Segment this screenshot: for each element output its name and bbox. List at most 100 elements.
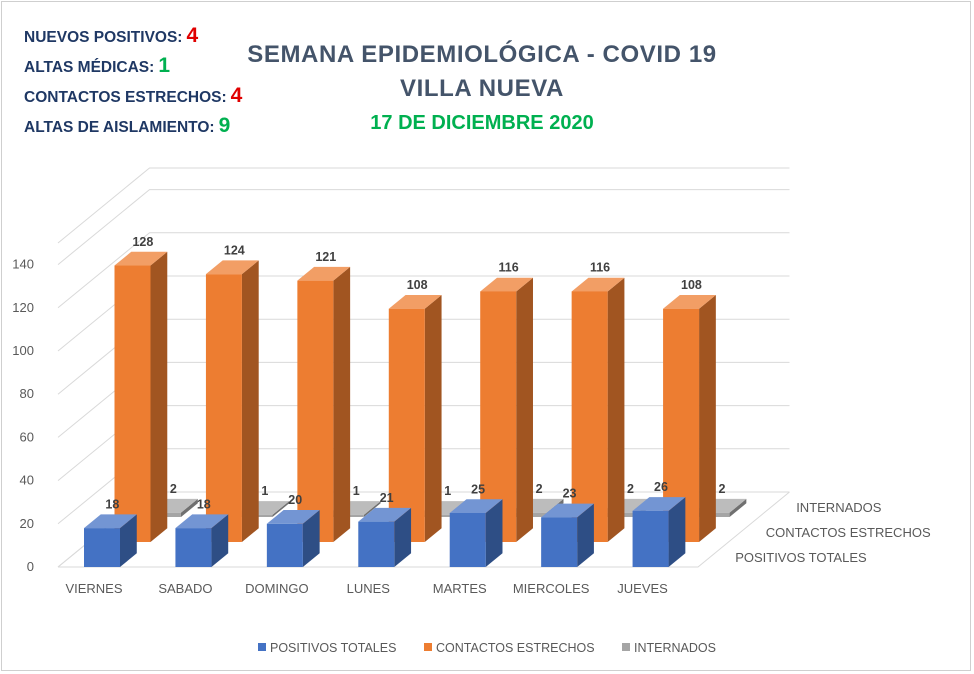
- bar-side: [333, 266, 351, 542]
- bar-side: [729, 498, 747, 517]
- bar-side: [577, 503, 594, 567]
- bar-side: [150, 251, 168, 542]
- stat-label: NUEVOS POSITIVOS:: [24, 29, 183, 46]
- stat-value: 4: [230, 84, 243, 107]
- y-axis-ticks: 0 20 40 60 80 100 120 140: [12, 257, 34, 574]
- data-label: 116: [590, 261, 610, 275]
- bar-front: [388, 308, 425, 542]
- y-tick-label: 140: [12, 257, 34, 272]
- bar-side: [211, 514, 229, 567]
- bar-contactos-estrechos: [114, 251, 168, 542]
- stat-isolation-discharges: ALTAS DE AISLAMIENTO: 9: [24, 114, 242, 144]
- depth-axis-label: CONTACTOS ESTRECHOS: [766, 525, 931, 540]
- y-tick-label: 20: [20, 516, 34, 531]
- legend-label: INTERNADOS: [634, 641, 716, 655]
- bar-top: [449, 499, 503, 513]
- gridline: [57, 232, 790, 309]
- legend-swatch: [258, 643, 266, 651]
- chart-title-block: SEMANA EPIDEMIOLÓGICA - COVID 19 VILLA N…: [200, 38, 764, 138]
- bar-front: [175, 528, 212, 567]
- stat-value: 9: [218, 114, 231, 137]
- stat-close-contacts: CONTACTOS ESTRECHOS: 4: [24, 84, 242, 114]
- bar-positivos-totales: [266, 510, 320, 567]
- bar-front: [205, 274, 242, 542]
- data-label: 128: [132, 235, 153, 249]
- bar-top: [266, 510, 320, 524]
- bar-front: [541, 517, 578, 567]
- stat-new-positives: NUEVOS POSITIVOS: 4: [24, 24, 242, 54]
- bar-top: [571, 277, 625, 292]
- bar-front: [266, 523, 303, 567]
- bar-side: [120, 514, 137, 567]
- chart-location: VILLA NUEVA: [400, 75, 564, 102]
- category-label: MIERCOLES: [513, 581, 590, 596]
- legend-swatch: [424, 643, 432, 651]
- bar-side: [699, 294, 716, 542]
- y-tick-label: 60: [20, 429, 34, 444]
- bar-front: [114, 265, 151, 542]
- depth-axis-label: POSITIVOS TOTALES: [735, 550, 867, 565]
- bar-side: [363, 501, 381, 517]
- x-axis-categories: VIERNES SABADO DOMINGO LUNES MARTES MIERCOLES…: [65, 581, 668, 596]
- data-label: 121: [315, 250, 336, 264]
- bar-side: [607, 277, 625, 542]
- legend-label: CONTACTOS ESTRECHOS: [436, 641, 595, 655]
- bar-top: [114, 251, 168, 266]
- bar-contactos-estrechos: [297, 266, 351, 542]
- depth-axis-labels: POSITIVOS TOTALES CONTACTOS ESTRECHOS INTE…: [735, 500, 931, 565]
- bar-side: [302, 510, 320, 567]
- data-label: 26: [654, 480, 668, 494]
- bar-contactos-estrechos: [205, 260, 259, 542]
- legend-swatch: [622, 643, 630, 651]
- legend-label: POSITIVOS TOTALES: [270, 641, 396, 655]
- data-label: 1: [444, 484, 451, 498]
- y-tick-label: 120: [12, 300, 34, 315]
- data-label: 21: [380, 491, 394, 505]
- stats-panel: NUEVOS POSITIVOS: 4 ALTAS MÉDICAS: 1 CONTA…: [24, 24, 242, 144]
- category-label: DOMINGO: [245, 581, 309, 596]
- bar-top: [84, 514, 137, 529]
- data-label: 20: [288, 493, 302, 507]
- y-tick-label: 80: [20, 386, 34, 401]
- bar-top: [297, 266, 351, 281]
- legend: POSITIVOS TOTALES CONTACTOS ESTRECHOS INTE…: [258, 641, 716, 655]
- category-label: LUNES: [347, 581, 391, 596]
- chart-title: SEMANA EPIDEMIOLÓGICA - COVID 19: [247, 41, 717, 68]
- bar-side: [485, 499, 503, 567]
- bar-positivos-totales: [449, 499, 503, 567]
- bar-contactos-estrechos: [571, 277, 625, 542]
- bar-top: [358, 507, 412, 522]
- data-label: 2: [170, 482, 177, 496]
- bar-positivos-totales: [358, 507, 412, 567]
- bar-top: [205, 260, 259, 275]
- bar-front: [449, 513, 486, 567]
- data-label: 108: [681, 278, 702, 292]
- bar-contactos-estrechos: [388, 294, 442, 542]
- bar-top: [480, 277, 533, 292]
- y-tick-label: 40: [20, 473, 34, 488]
- chart-date: 17 DE DICIEMBRE 2020: [370, 112, 594, 134]
- depth-axis-label: INTERNADOS: [796, 500, 882, 515]
- data-label: 108: [407, 278, 428, 292]
- bar-front: [632, 510, 669, 567]
- bar-front: [358, 521, 395, 567]
- category-label: SABADO: [158, 581, 212, 596]
- stat-medical-discharges: ALTAS MÉDICAS: 1: [24, 54, 242, 84]
- category-label: MARTES: [433, 581, 487, 596]
- bar-side: [668, 497, 686, 567]
- bar-top: [541, 503, 594, 518]
- data-label: 1: [261, 484, 268, 498]
- bar-side: [241, 260, 259, 542]
- stat-label: CONTACTOS ESTRECHOS:: [24, 89, 227, 106]
- bar-top: [175, 514, 229, 529]
- data-label: 25: [471, 482, 485, 496]
- bars: [84, 251, 747, 567]
- stat-label: ALTAS DE AISLAMIENTO:: [24, 119, 215, 136]
- category-label: VIERNES: [65, 581, 122, 596]
- stat-value: 1: [158, 54, 170, 77]
- category-label: JUEVES: [617, 581, 668, 596]
- bar-front: [571, 291, 608, 542]
- stat-label: ALTAS MÉDICAS:: [24, 59, 155, 76]
